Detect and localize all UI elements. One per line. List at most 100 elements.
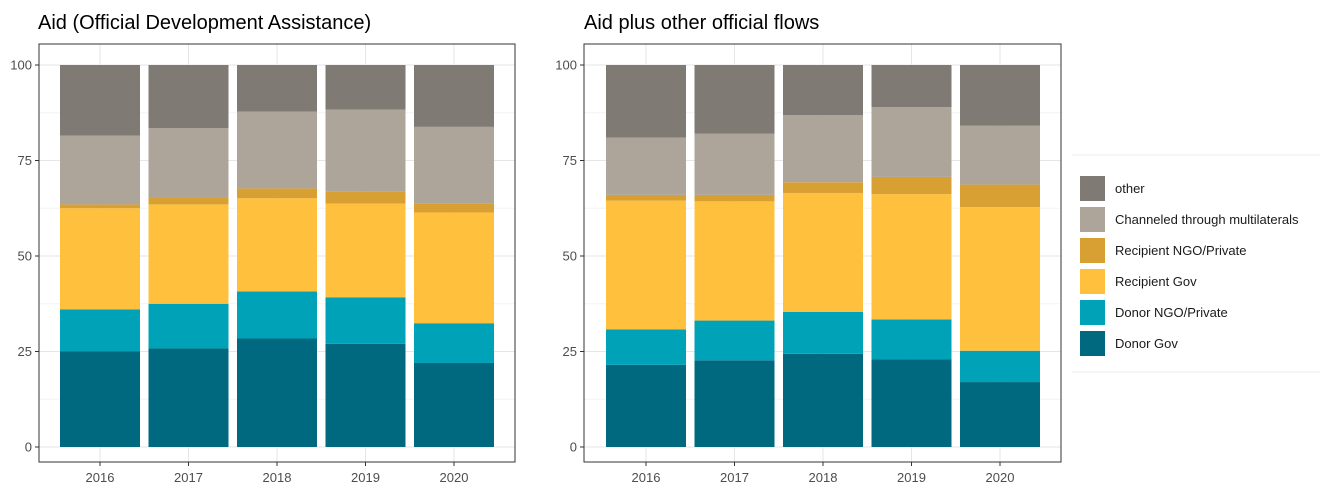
- bar-segment-other-2016: [60, 65, 140, 136]
- bar-segment-recipient_gov-2019: [871, 194, 952, 320]
- bar-segment-donor_gov-2016: [606, 364, 686, 447]
- bar-segment-recipient_ngo-2017: [694, 194, 775, 202]
- chart-title-aid: Aid (Official Development Assistance): [38, 12, 371, 34]
- legend-label-donor_ngo: Donor NGO/Private: [1115, 305, 1228, 320]
- bar-segment-other-2020: [414, 65, 494, 127]
- bar-segment-other-2017: [694, 65, 775, 134]
- bar-segment-recipient_ngo-2020: [414, 203, 494, 213]
- y-tick-label: 0: [25, 440, 32, 455]
- legend-label-donor_gov: Donor Gov: [1115, 336, 1178, 351]
- bar-segment-other-2017: [148, 65, 229, 129]
- chart-panel-1: 0 25 50 75 100 2016 2017 2018 2019 2020: [10, 43, 516, 485]
- bar-segment-other-2020: [960, 65, 1040, 126]
- bar-segment-recipient_gov-2016: [60, 208, 140, 310]
- bar-segment-multilateral-2020: [960, 125, 1040, 185]
- chart-panels: 0 25 50 75 100 2016 2017 2018 2019 2020 0 25 50 75 100…: [10, 43, 1062, 485]
- bar-segment-recipient_gov-2017: [148, 204, 229, 304]
- bar-segment-donor_ngo-2019: [871, 319, 952, 360]
- bar-segment-donor_gov-2019: [871, 359, 952, 447]
- legend-items: other Channeled through multilaterals Reci…: [1080, 176, 1299, 356]
- bar-segment-recipient_ngo-2016: [606, 194, 686, 201]
- x-tick-label: 2020: [440, 470, 469, 485]
- bar-segment-recipient_ngo-2016: [60, 204, 140, 209]
- bar-segment-donor_gov-2017: [148, 348, 229, 447]
- bar-segment-other-2018: [783, 65, 863, 116]
- legend-label-recipient_ngo: Recipient NGO/Private: [1115, 243, 1247, 258]
- legend-swatch-donor_gov: [1080, 331, 1105, 356]
- bar-segment-donor_gov-2018: [237, 338, 317, 447]
- chart-panel-2: 0 25 50 75 100 2016 2017 2018 2019 2020: [555, 43, 1062, 485]
- bar-segment-donor_ngo-2018: [783, 311, 863, 354]
- bar-segment-other-2019: [871, 65, 952, 108]
- bar-segment-multilateral-2019: [871, 107, 952, 177]
- bar-segment-donor_gov-2017: [694, 360, 775, 447]
- bar-segment-donor_ngo-2016: [606, 329, 686, 365]
- bar-segment-donor_ngo-2020: [960, 350, 1040, 383]
- y-tick-label: 75: [563, 153, 577, 168]
- bar-segment-other-2018: [237, 65, 317, 112]
- y-tick-label: 75: [18, 153, 32, 168]
- bar-segment-recipient_ngo-2017: [148, 197, 229, 205]
- bar-segment-recipient_ngo-2019: [871, 176, 952, 195]
- x-tick-label: 2018: [263, 470, 292, 485]
- bar-segment-donor_gov-2020: [960, 382, 1040, 447]
- bar-segment-multilateral-2017: [148, 128, 229, 198]
- chart-title-aid-plus-oof: Aid plus other official flows: [584, 12, 819, 34]
- bar-segment-donor_gov-2016: [60, 351, 140, 447]
- bar-segment-donor_ngo-2019: [325, 297, 406, 344]
- bar-segment-recipient_ngo-2018: [237, 188, 317, 199]
- bar-segment-recipient_ngo-2020: [960, 184, 1040, 208]
- bar-segment-multilateral-2017: [694, 133, 775, 195]
- bar-segment-donor_gov-2019: [325, 343, 406, 447]
- x-tick-label: 2017: [720, 470, 749, 485]
- bar-segment-multilateral-2016: [60, 135, 140, 205]
- bar-segment-donor_ngo-2017: [694, 320, 775, 361]
- bar-segment-other-2019: [325, 65, 406, 110]
- bar-segment-donor_gov-2020: [414, 362, 494, 447]
- legend-label-multilateral: Channeled through multilaterals: [1115, 212, 1299, 227]
- legend-swatch-recipient_gov: [1080, 269, 1105, 294]
- bar-segment-recipient_gov-2018: [783, 192, 863, 312]
- bar-segment-recipient_gov-2019: [325, 203, 406, 298]
- bar-segment-recipient_ngo-2019: [325, 191, 406, 204]
- bar-segment-multilateral-2016: [606, 137, 686, 195]
- x-tick-label: 2016: [632, 470, 661, 485]
- bar-segment-donor_ngo-2017: [148, 303, 229, 349]
- legend-label-other: other: [1115, 181, 1145, 196]
- y-tick-label: 100: [555, 58, 577, 73]
- bar-segment-donor_ngo-2016: [60, 309, 140, 352]
- x-tick-label: 2018: [809, 470, 838, 485]
- legend-swatch-donor_ngo: [1080, 300, 1105, 325]
- x-tick-label: 2017: [174, 470, 203, 485]
- y-tick-label: 100: [10, 58, 32, 73]
- bar-segment-other-2016: [606, 65, 686, 138]
- bar-segment-multilateral-2019: [325, 109, 406, 192]
- bar-segment-recipient_gov-2017: [694, 201, 775, 321]
- legend-swatch-other: [1080, 176, 1105, 201]
- bar-segment-donor_gov-2018: [783, 353, 863, 447]
- x-tick-label: 2019: [351, 470, 380, 485]
- y-tick-label: 50: [563, 249, 577, 264]
- y-tick-label: 25: [18, 344, 32, 359]
- bar-segment-recipient_gov-2016: [606, 200, 686, 330]
- x-tick-label: 2019: [897, 470, 926, 485]
- y-tick-label: 50: [18, 249, 32, 264]
- bar-segment-recipient_gov-2020: [960, 207, 1040, 351]
- bar-segment-recipient_ngo-2018: [783, 182, 863, 193]
- bar-segment-recipient_gov-2018: [237, 198, 317, 292]
- legend-swatch-multilateral: [1080, 207, 1105, 232]
- legend-label-recipient_gov: Recipient Gov: [1115, 274, 1197, 289]
- bar-segment-donor_ngo-2018: [237, 291, 317, 339]
- legend-swatch-recipient_ngo: [1080, 238, 1105, 263]
- y-tick-label: 25: [563, 344, 577, 359]
- x-tick-label: 2016: [86, 470, 115, 485]
- bar-segment-donor_ngo-2020: [414, 323, 494, 363]
- bar-segment-recipient_gov-2020: [414, 212, 494, 324]
- x-tick-label: 2020: [986, 470, 1015, 485]
- bar-segment-multilateral-2018: [237, 111, 317, 189]
- bar-segment-multilateral-2018: [783, 115, 863, 183]
- bar-segment-multilateral-2020: [414, 126, 494, 204]
- legend: other Channeled through multilaterals Reci…: [1072, 154, 1320, 373]
